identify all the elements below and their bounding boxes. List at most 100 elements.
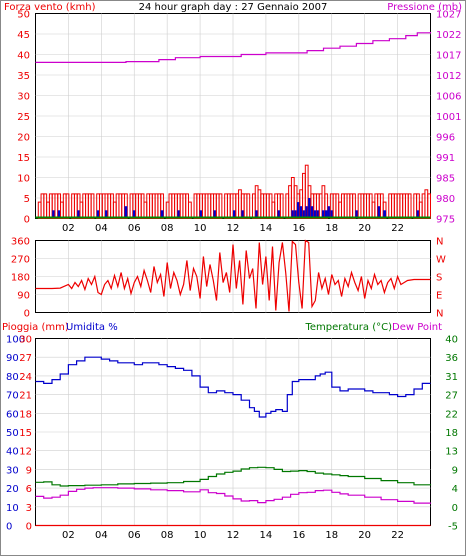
x-tick-label: 04	[95, 223, 108, 234]
wind-bar	[291, 210, 295, 219]
wind-bar	[160, 210, 164, 219]
wind-bar	[330, 210, 334, 219]
x-tick-label: 16	[292, 223, 305, 234]
rain-y-tick: 9	[26, 465, 32, 476]
wind-y-tick: 35	[17, 71, 30, 82]
direction-y-tick: 90	[17, 291, 30, 302]
wind-bar	[316, 210, 320, 219]
rain-y-tick: 15	[19, 428, 32, 439]
compass-label: W	[436, 255, 446, 266]
humidity-y-tick: 0	[6, 522, 12, 533]
wind-y-tick: 40	[17, 51, 30, 62]
humidity-y-tick: 10	[6, 503, 19, 514]
pressure-y-tick: 1027	[436, 10, 461, 21]
pressure-y-tick: 1001	[436, 112, 461, 123]
humidity-y-tick: 70	[6, 391, 19, 402]
x-tick-label: 16	[292, 530, 305, 541]
pressure-y-tick: 991	[436, 153, 455, 164]
temperature-series	[35, 466, 432, 487]
rain-y-tick: 21	[19, 391, 32, 402]
direction-series	[35, 239, 431, 312]
x-tick-label: 20	[358, 223, 371, 234]
x-tick-label: 18	[325, 223, 338, 234]
x-tick-label: 22	[391, 223, 404, 234]
wind-x-ticks: 02 04 06 08 10 12 14 16 18 20 22	[62, 223, 404, 234]
rain-y-tick: 18	[19, 409, 32, 420]
pressure-y-tick: 1022	[436, 30, 461, 41]
x-tick-label: 08	[161, 223, 174, 234]
x-tick-label: 18	[325, 530, 338, 541]
pressure-series	[35, 32, 432, 64]
wind-gridlines	[35, 13, 431, 219]
wind-bar	[322, 210, 325, 219]
wind-y-tick: 0	[24, 215, 30, 226]
wind-bar	[327, 206, 331, 219]
x-tick-label: 10	[194, 223, 207, 234]
wind-bar	[416, 210, 420, 219]
direction-y-tick: 180	[11, 273, 30, 284]
wind-bar	[383, 210, 386, 219]
humidity-y-tick: 50	[6, 428, 19, 439]
wind-y-tick: 20	[17, 133, 30, 144]
wind-bar	[302, 210, 306, 219]
humidity-y-tick: 100	[6, 335, 25, 346]
pressure-line	[35, 32, 432, 64]
wind-bar	[294, 210, 297, 219]
x-tick-label: 12	[227, 530, 240, 541]
rain-y-tick: 6	[26, 484, 32, 495]
wind-y-tick: 10	[17, 174, 30, 185]
wind-bar	[57, 210, 61, 219]
pressure-y-tick: 1012	[436, 71, 461, 82]
temperature-y-tick: 13	[445, 447, 458, 458]
wind-bar	[277, 210, 281, 219]
x-tick-label: 20	[358, 530, 371, 541]
humidity-y-tick: 90	[6, 353, 19, 364]
wind-y-tick: 30	[17, 92, 30, 103]
temperature-y-tick: 9	[452, 465, 458, 476]
x-tick-label: 14	[260, 223, 273, 234]
temp-gridlines	[35, 338, 431, 526]
wind-bar	[296, 202, 300, 219]
x-tick-label: 02	[62, 223, 75, 234]
wind-bar	[241, 210, 245, 219]
x-tick-label: 06	[128, 530, 141, 541]
wind-bar	[313, 210, 317, 219]
x-tick-label: 04	[95, 530, 108, 541]
wind-bars	[35, 164, 432, 220]
wind-y-tick: 5	[24, 194, 30, 205]
direction-y-tick: 270	[11, 255, 30, 266]
wind-bar	[96, 210, 100, 219]
wind-bar	[233, 210, 236, 219]
humidity-y-tick: 30	[6, 465, 19, 476]
rain-axis-title: Pioggia (mm)	[2, 322, 69, 333]
wind-bar	[355, 210, 359, 219]
pressure-y-tick: 975	[436, 215, 455, 226]
rain-y-tick: 0	[26, 522, 32, 533]
dewpoint-axis-title: Dew Point	[392, 322, 442, 333]
wind-y-tick: 15	[17, 153, 30, 164]
rain-y-tick: 27	[19, 353, 32, 364]
humidity-series	[35, 356, 431, 418]
humidity-y-tick: 20	[6, 484, 19, 495]
humidity-axis-title: Umidita %	[66, 322, 118, 333]
wind-bar	[255, 210, 259, 219]
temperature-y-tick: 27	[445, 391, 458, 402]
wind-bar	[308, 198, 311, 219]
humidity-y-tick: 80	[6, 372, 19, 383]
temperature-y-tick: 4	[452, 484, 458, 495]
wind-bar	[77, 210, 81, 219]
x-tick-label: 08	[161, 530, 174, 541]
temp-humidity-panel: Pioggia (mm) Umidita % Temperatura (°C) …	[2, 322, 458, 541]
rain-y-tick: 12	[19, 447, 32, 458]
direction-y-ticks: 360 270 180 90 0	[11, 237, 30, 320]
wind-pressure-panel: Forza vento (kmh) 24 hour graph day : 27…	[4, 2, 462, 234]
pressure-y-tick: 980	[436, 194, 455, 205]
compass-label: S	[436, 273, 442, 284]
x-tick-label: 14	[260, 530, 273, 541]
wind-axis-title: Forza vento (kmh)	[4, 2, 96, 13]
